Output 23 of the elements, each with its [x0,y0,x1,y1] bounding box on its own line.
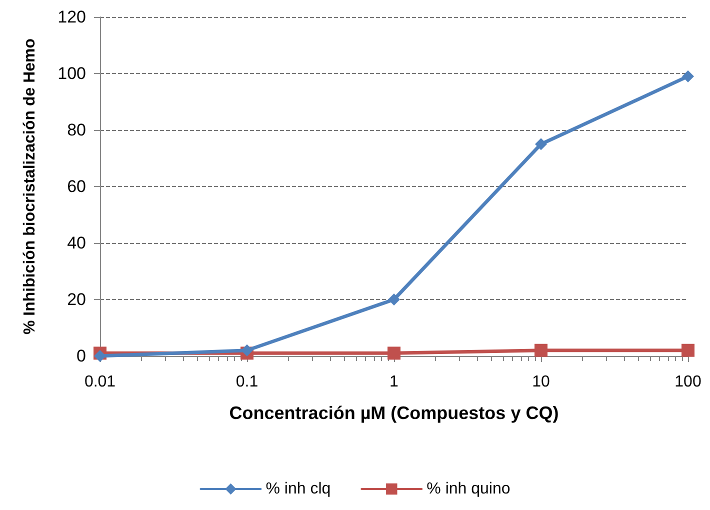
y-tick-label: 80 [67,120,86,140]
point [682,70,694,82]
y-tick-label: 60 [67,177,86,196]
point [682,344,694,357]
x-tick-label: 0.01 [84,374,116,390]
y-tick-label: 20 [67,290,86,309]
y-axis-title: % Inhibición biocristalización de Hemo [22,38,38,335]
legend-label: % inh clq [266,480,331,498]
x-tick-label: 10 [532,374,550,390]
legend-label: % inh quino [426,480,510,498]
x-tick-label: 0.1 [236,374,258,390]
x-tick-label: 1 [390,374,399,390]
point [241,344,253,356]
point [535,138,547,150]
y-tick-label: 40 [67,234,86,252]
y-tick-label: 0 [76,346,86,366]
x-axis-title: Concentración µM (Compuestos y CQ) [229,403,559,423]
point [534,344,548,357]
x-tick-label: 100 [674,374,702,390]
y-tick-label: 100 [58,64,86,83]
point [388,346,400,360]
point [388,294,400,306]
y-tick-label: 120 [58,8,86,26]
